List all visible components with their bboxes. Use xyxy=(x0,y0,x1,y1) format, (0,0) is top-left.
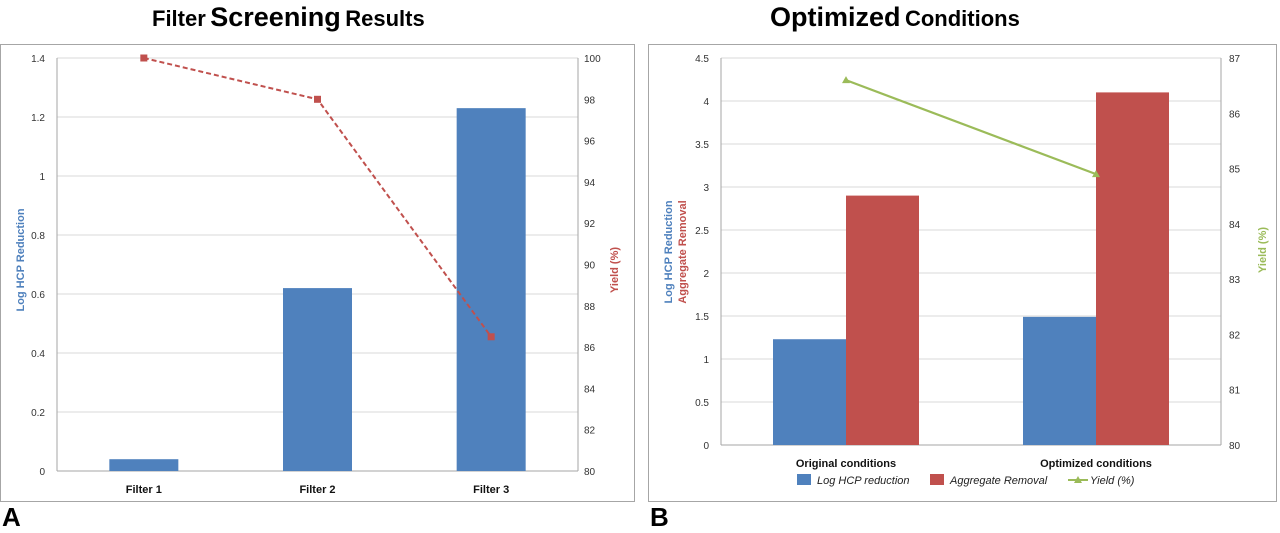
chart-a-ylabel: Log HCP Reduction xyxy=(15,208,27,311)
chart-b-ylabel-line1: Log HCP Reduction xyxy=(663,200,675,303)
chart-b-ytick-label: 2 xyxy=(703,269,709,280)
chart-a-title-part3: Results xyxy=(345,6,425,31)
chart-b-legend-marker xyxy=(1074,476,1082,483)
chart-b-y2tick-label: 86 xyxy=(1229,109,1241,120)
chart-a-y2tick-label: 100 xyxy=(584,54,601,65)
chart-b-bar-hcp xyxy=(773,339,846,445)
chart-b-bar-aggregate xyxy=(1096,92,1169,446)
chart-a-ytick-label: 1.2 xyxy=(31,113,45,124)
chart-a-y2tick-label: 98 xyxy=(584,95,596,106)
chart-a-category-label: Filter 1 xyxy=(126,484,162,496)
chart-b-y2label: Yield (%) xyxy=(1257,227,1269,273)
chart-a-left-ticks: 0 0.2 0.4 0.6 0.8 1 1.2 1.4 xyxy=(31,54,45,478)
chart-b-yield-marker xyxy=(842,76,850,84)
chart-b-yield-marker xyxy=(1092,170,1100,178)
chart-b-bar-hcp xyxy=(1023,316,1096,445)
chart-a-ytick-label: 0.4 xyxy=(31,349,45,360)
chart-b-category-label: Optimized conditions xyxy=(1040,458,1152,470)
chart-a-ytick-label: 1 xyxy=(39,172,45,183)
chart-a-y2tick-label: 82 xyxy=(584,426,596,437)
chart-b-left-ticks: 0 0.5 1 1.5 2 2.5 3 3.5 4 4.5 xyxy=(695,54,709,452)
chart-a-y2label: Yield (%) xyxy=(609,247,621,293)
chart-a-bar xyxy=(456,108,526,472)
chart-b-legend: Log HCP reduction Aggregate Removal Yield … xyxy=(797,474,1135,487)
chart-b-ytick-label: 1.5 xyxy=(695,312,709,323)
chart-a-title-part2: Screening xyxy=(210,2,341,32)
chart-b-ytick-label: 3.5 xyxy=(695,140,709,151)
chart-a-yield-marker xyxy=(487,333,495,341)
chart-a-bar xyxy=(109,459,179,471)
chart-b-y2tick-label: 85 xyxy=(1229,165,1241,176)
chart-b-y2tick-label: 83 xyxy=(1229,275,1241,286)
chart-b-title: Optimized Conditions xyxy=(770,2,1020,33)
chart-b-legend-label: Aggregate Removal xyxy=(949,475,1048,487)
chart-a-ytick-label: 0.6 xyxy=(31,290,45,301)
chart-a-title-part1: Filter xyxy=(152,6,206,31)
chart-b-y2tick-label: 81 xyxy=(1229,386,1241,397)
chart-a-yield-marker xyxy=(314,95,321,103)
chart-a-y2tick-label: 94 xyxy=(584,178,596,189)
chart-a-category-label: Filter 2 xyxy=(299,484,335,496)
chart-b-category-labels: Original conditions Optimized conditions xyxy=(796,458,1152,470)
chart-b-legend-label: Log HCP reduction xyxy=(817,475,910,487)
chart-a-ytick-label: 0 xyxy=(39,467,45,478)
chart-b-category-label: Original conditions xyxy=(796,458,896,470)
chart-a-category-label: Filter 3 xyxy=(473,484,509,496)
chart-a-ytick-label: 0.2 xyxy=(31,408,45,419)
chart-b-legend-swatch xyxy=(797,474,811,485)
chart-b-ytick-label: 4.5 xyxy=(695,54,709,65)
chart-b-ytick-label: 3 xyxy=(703,183,709,194)
chart-a-category-labels: Filter 1 Filter 2 Filter 3 xyxy=(126,484,509,496)
chart-a-y2tick-label: 84 xyxy=(584,384,596,395)
chart-b-y2tick-label: 82 xyxy=(1229,330,1241,341)
chart-a-yield-line xyxy=(140,54,495,341)
chart-a-y2tick-label: 86 xyxy=(584,343,596,354)
chart-b-ytick-label: 0.5 xyxy=(695,398,709,409)
panel-label-a: A xyxy=(2,502,21,532)
chart-b-yield-line xyxy=(842,76,1100,178)
chart-a-y2tick-label: 90 xyxy=(584,261,596,272)
chart-a-bars xyxy=(109,108,526,472)
chart-b-ytick-label: 4 xyxy=(703,97,709,108)
chart-b-y2tick-label: 87 xyxy=(1229,54,1241,65)
chart-b-ytick-label: 1 xyxy=(703,355,709,366)
chart-a-bar xyxy=(283,288,352,471)
chart-b-ylabel-line2: Aggregate Removal xyxy=(677,200,689,303)
chart-b-y2tick-label: 80 xyxy=(1229,441,1241,452)
chart-b-right-ticks: 80 81 82 83 84 85 86 87 xyxy=(1229,54,1241,452)
chart-a-y2tick-label: 92 xyxy=(584,219,596,230)
chart-b-legend-label: Yield (%) xyxy=(1090,475,1135,487)
chart-a-title: Filter Screening Results xyxy=(152,2,425,33)
chart-b-yield-path xyxy=(845,79,1097,176)
chart-a-yield-marker xyxy=(140,54,148,62)
chart-a-ytick-label: 0.8 xyxy=(31,231,45,242)
chart-b-title-part1: Optimized xyxy=(770,2,901,32)
chart-b-y2tick-label: 84 xyxy=(1229,220,1241,231)
chart-a-y2tick-label: 88 xyxy=(584,302,596,313)
chart-b-bar-aggregate xyxy=(846,195,919,445)
chart-b-bars xyxy=(773,92,1169,446)
chart-b-ytick-label: 2.5 xyxy=(695,226,709,237)
chart-b-legend-swatch xyxy=(930,474,944,485)
chart-a-y2tick-label: 96 xyxy=(584,137,596,148)
chart-b-ytick-label: 0 xyxy=(703,441,709,452)
chart-a-right-ticks: 80 82 84 86 88 90 92 94 96 98 100 xyxy=(584,54,601,478)
chart-a-ytick-label: 1.4 xyxy=(31,54,45,65)
chart-b-title-part2: Conditions xyxy=(904,6,1020,31)
chart-a-y2tick-label: 80 xyxy=(584,467,596,478)
panel-label-b: B xyxy=(650,502,669,532)
